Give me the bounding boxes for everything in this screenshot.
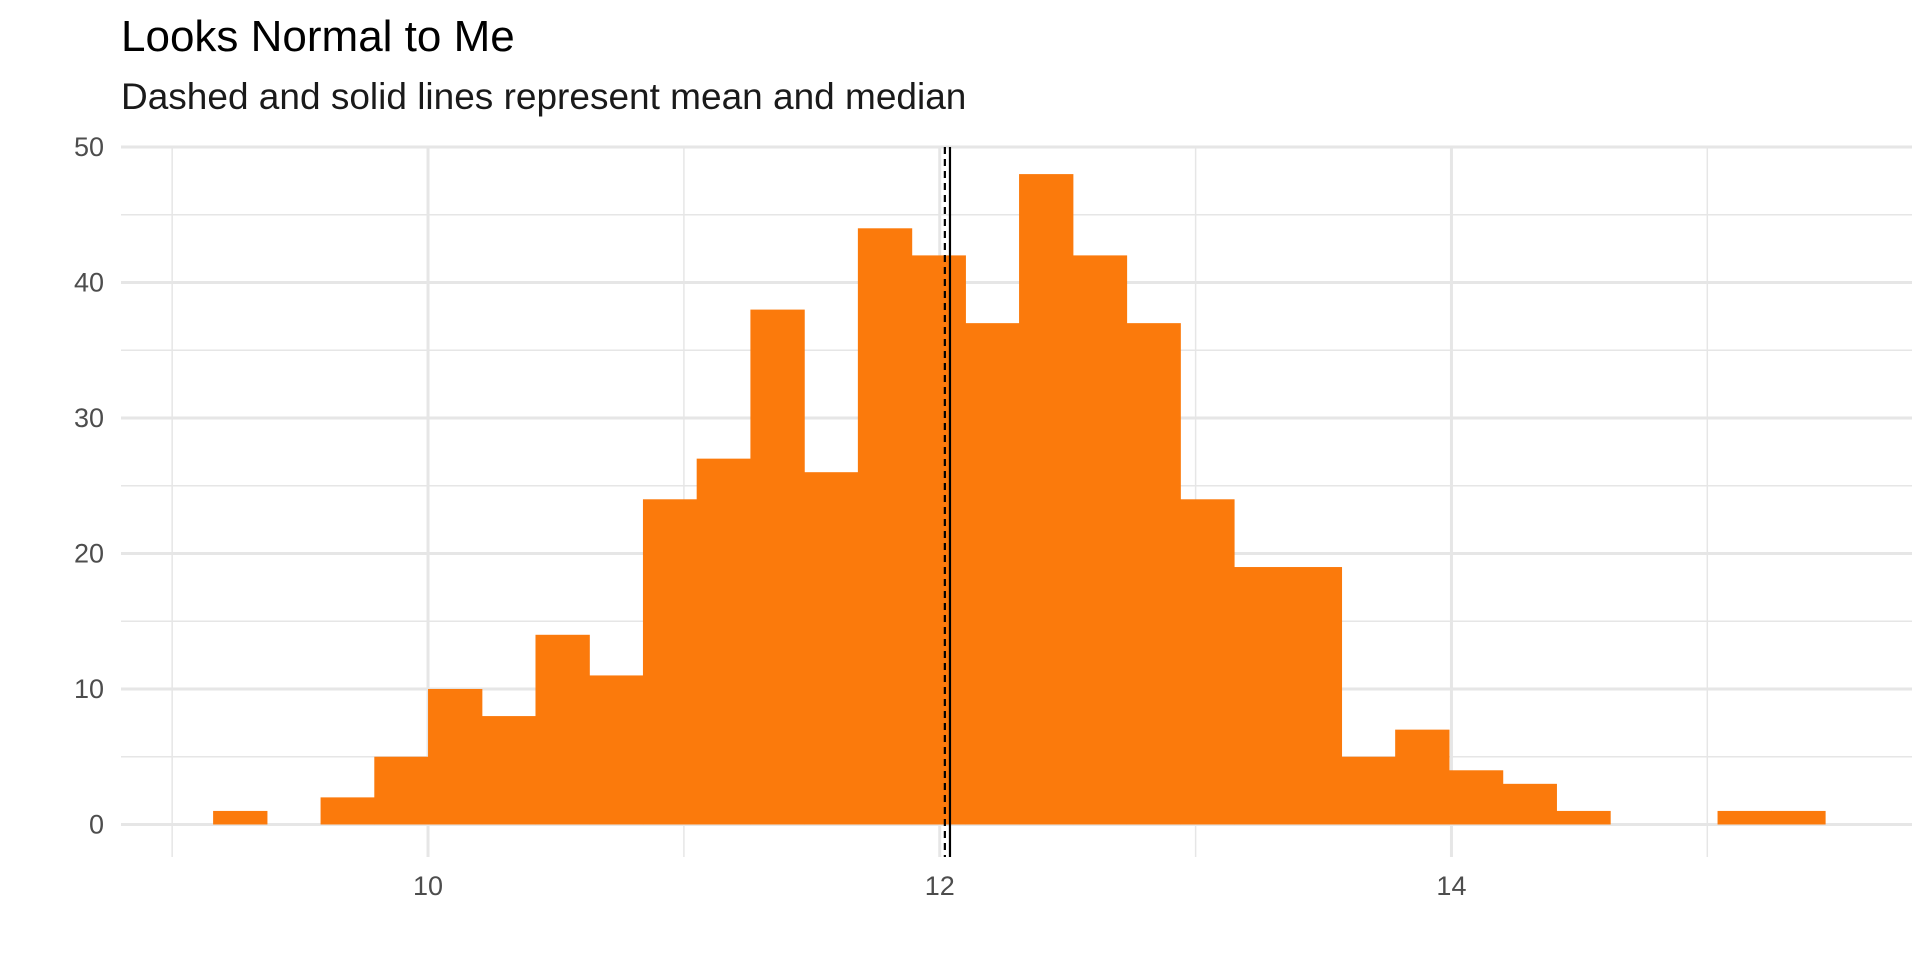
histogram-bar bbox=[1771, 810, 1826, 825]
histogram-bar bbox=[320, 797, 375, 825]
y-tick-label: 30 bbox=[74, 403, 104, 433]
histogram-bar bbox=[911, 255, 966, 825]
histogram-bar bbox=[1395, 729, 1450, 825]
histogram-bar bbox=[965, 323, 1020, 825]
histogram-bar bbox=[804, 472, 859, 825]
y-tick-label: 50 bbox=[74, 132, 104, 162]
histogram-bar bbox=[750, 309, 805, 825]
histogram-bar bbox=[1502, 783, 1557, 825]
x-tick-label: 12 bbox=[925, 871, 955, 901]
histogram-bar bbox=[589, 675, 644, 825]
histogram-bar bbox=[1717, 810, 1772, 825]
histogram-bar bbox=[857, 228, 913, 825]
histogram-bar bbox=[1180, 499, 1235, 825]
histogram-bar bbox=[1287, 567, 1343, 825]
histogram-bar bbox=[696, 458, 752, 825]
histogram-bar bbox=[374, 756, 429, 825]
histogram-bar bbox=[642, 499, 698, 825]
y-tick-label: 20 bbox=[74, 538, 104, 568]
reference-lines bbox=[943, 147, 952, 857]
histogram-bar bbox=[1556, 810, 1611, 825]
chart-subtitle: Dashed and solid lines represent mean an… bbox=[121, 76, 967, 117]
histogram-bar bbox=[1019, 174, 1074, 825]
histogram-bar bbox=[481, 716, 537, 825]
histogram-bar bbox=[1233, 567, 1289, 825]
y-tick-label: 40 bbox=[74, 267, 104, 297]
histogram-bar bbox=[428, 688, 483, 825]
histogram-bar bbox=[1341, 756, 1396, 825]
y-axis-ticks: 0 10 20 30 40 50 bbox=[74, 132, 104, 839]
y-tick-label: 10 bbox=[74, 674, 104, 704]
histogram-bar bbox=[213, 810, 268, 825]
histogram-bar bbox=[1448, 770, 1504, 825]
x-tick-label: 10 bbox=[413, 871, 443, 901]
x-tick-label: 14 bbox=[1436, 871, 1466, 901]
chart-title: Looks Normal to Me bbox=[121, 12, 515, 61]
histogram-bar bbox=[1072, 255, 1128, 825]
histogram-bars bbox=[213, 174, 1826, 825]
x-axis-ticks: 10 12 14 bbox=[413, 871, 1466, 901]
histogram-bar bbox=[1126, 323, 1181, 825]
histogram-bar bbox=[535, 634, 590, 825]
y-tick-label: 0 bbox=[89, 809, 104, 839]
